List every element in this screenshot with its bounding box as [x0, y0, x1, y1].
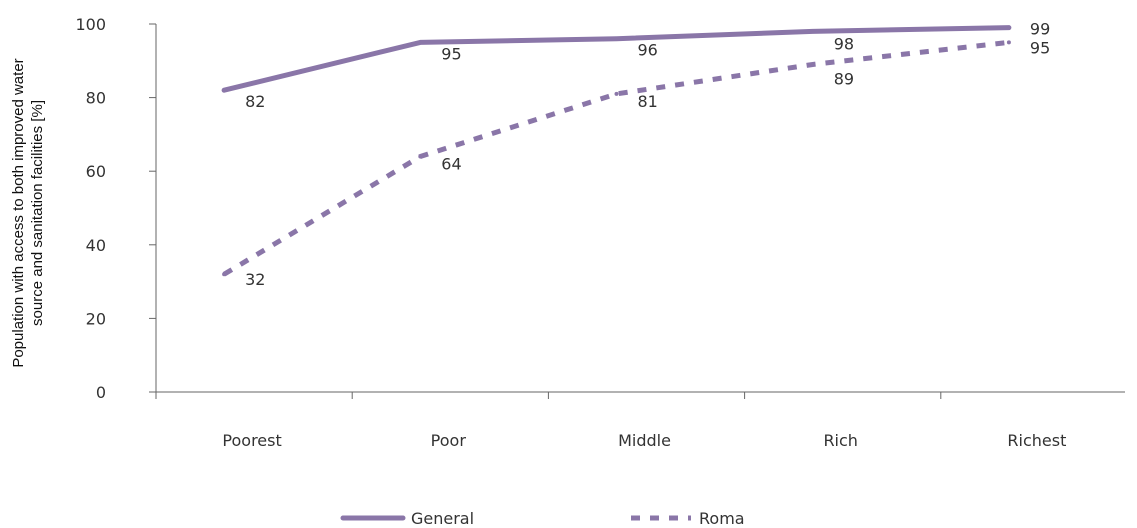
data-point-roma-0	[222, 272, 227, 277]
data-label-roma-2: 81	[638, 92, 658, 111]
x-tick-label-4: Richest	[1007, 431, 1066, 450]
data-point-general-2	[614, 36, 619, 41]
series-lines	[221, 25, 1012, 277]
data-point-general-0	[222, 88, 227, 93]
data-label-general-4: 99	[1030, 20, 1050, 39]
x-tick-label-2: Middle	[618, 431, 671, 450]
y-tick-label-4: 80	[86, 89, 106, 108]
data-label-roma-3: 89	[834, 69, 854, 88]
data-labels: 82 95 96 98 99 32 64 81 89 95	[245, 20, 1050, 290]
y-tick-label-1: 20	[86, 309, 106, 328]
y-axis-label: Population with access to both improved …	[10, 58, 46, 367]
data-point-roma-1	[418, 154, 423, 159]
y-tick-label-3: 60	[86, 162, 106, 181]
y-tick-label-2: 40	[86, 236, 106, 255]
x-tick-label-0: Poorest	[222, 431, 281, 450]
x-tick-label-3: Rich	[823, 431, 858, 450]
data-point-general-4	[1006, 25, 1011, 30]
legend-label-general: General	[411, 509, 474, 528]
x-tick-labels: Poorest Poor Middle Rich Richest	[222, 431, 1066, 450]
axes	[149, 23, 1125, 399]
series-line-roma	[222, 39, 1010, 277]
y-axis-label-line-2: source and sanitation facilities [%]	[29, 100, 46, 326]
legend-label-roma: Roma	[699, 509, 745, 528]
y-axis-label-line-1: Population with access to both improved …	[10, 58, 27, 367]
y-tick-label-0: 0	[96, 383, 106, 402]
y-tick-labels: 0 20 40 60 80 100	[75, 15, 106, 402]
data-label-general-3: 98	[834, 34, 854, 53]
data-point-general-1	[418, 40, 423, 45]
data-label-general-0: 82	[245, 92, 265, 111]
x-tick-label-1: Poor	[431, 431, 467, 450]
data-point-roma-2	[614, 91, 619, 96]
data-point-roma-3	[810, 62, 815, 67]
data-label-roma-0: 32	[245, 270, 265, 289]
y-tick-label-5: 100	[75, 15, 106, 34]
data-point-general-3	[810, 29, 815, 34]
legend: General Roma	[340, 509, 745, 528]
data-point-roma-4	[1006, 40, 1011, 45]
data-label-roma-4: 95	[1030, 38, 1050, 57]
data-label-roma-1: 64	[441, 154, 461, 173]
data-label-general-2: 96	[638, 41, 658, 60]
data-label-general-1: 95	[441, 44, 461, 63]
